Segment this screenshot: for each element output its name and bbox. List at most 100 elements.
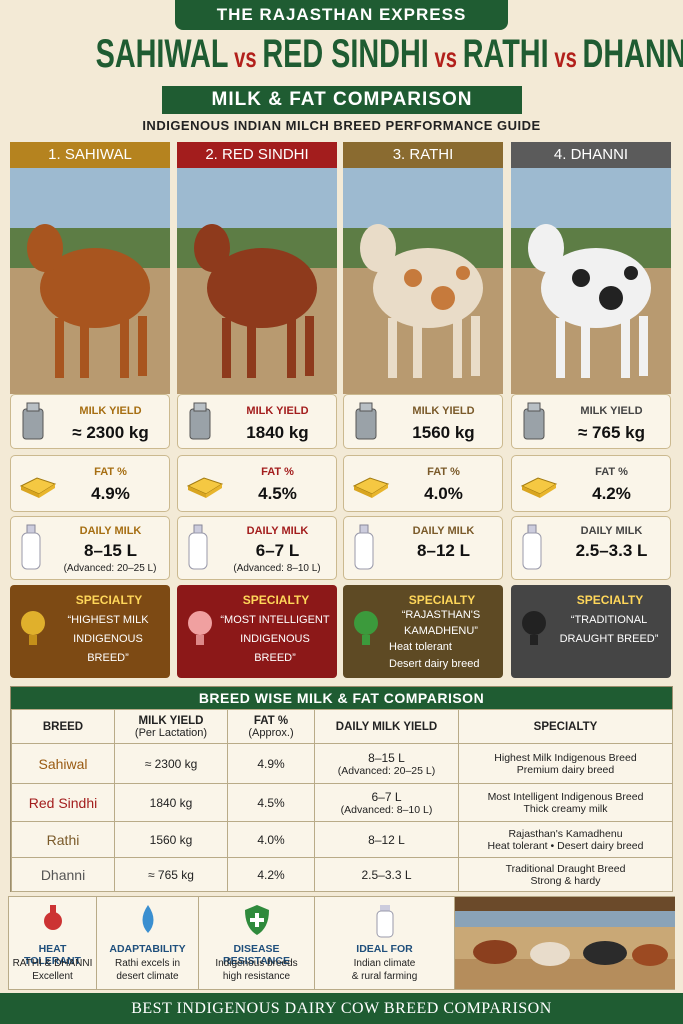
table-cell: ≈ 765 kg	[114, 857, 228, 892]
specialty-icon	[18, 605, 48, 654]
breed-card: 3. RATHI MILK YIELD 1560 kg FAT % 4.0% DAILY …	[343, 142, 503, 678]
cell-text: 1560 kg	[149, 832, 193, 847]
specialty-label: SPECIALTY	[75, 593, 143, 607]
cell-text: Traditional Draught Breed	[505, 862, 626, 875]
header-cell: MILK YIELD (Per Lactation)	[114, 709, 228, 744]
photo-art	[511, 168, 671, 394]
icon	[19, 401, 47, 448]
title-part: vs	[234, 42, 257, 73]
specialty-text: “HIGHEST MILK INDIGENOUS BREED”	[67, 614, 149, 664]
daily-label: DAILY MILK	[79, 525, 142, 537]
daily-value: 8–12 L	[417, 541, 470, 560]
daily-box: DAILY MILK 8–15 L (Advanced: 20–25 L)	[10, 516, 170, 580]
feature-line: Excellent	[32, 971, 73, 982]
header-text: FAT %	[253, 714, 289, 727]
daily-box: DAILY MILK 8–12 L	[343, 516, 503, 580]
specialty: SPECIALTY “MOST INTELLIGENT INDIGENOUS BR…	[177, 585, 337, 678]
specialty-bullet: Desert dairy breed	[389, 658, 480, 670]
daily-note: (Advanced: 8–10 L)	[233, 563, 321, 574]
daily-label: DAILY MILK	[246, 525, 309, 537]
icon	[352, 468, 390, 503]
header-cell: SPECIALTY	[458, 709, 673, 744]
card-heading: 1. SAHIWAL	[10, 142, 170, 168]
daily-label: DAILY MILK	[412, 525, 475, 537]
icon	[186, 468, 224, 503]
card-heading: 3. RATHI	[343, 142, 503, 168]
cell-text: (Advanced: 20–25 L)	[337, 764, 436, 777]
cell-text: Highest Milk Indigenous Breed	[494, 751, 637, 764]
icon	[19, 523, 43, 576]
breed-card: 4. DHANNI MILK YIELD ≈ 765 kg FAT % 4.2% DAIL…	[511, 142, 671, 678]
table-cell: Dhanni	[11, 857, 115, 892]
feature-title: HEAT TOLERANT	[24, 943, 81, 967]
table-cell: 4.5%	[227, 783, 315, 822]
breed-card: 1. SAHIWAL MILK YIELD ≈ 2300 kg FAT % 4.9% DA…	[10, 142, 170, 678]
feature-line: Indigenous breeds	[215, 958, 298, 969]
table-cell: Rathi	[11, 821, 115, 858]
table-cell: Red Sindhi	[11, 783, 115, 822]
title-part: RED SINDHI	[262, 32, 429, 76]
milk-box: MILK YIELD ≈ 765 kg	[511, 394, 671, 449]
feature-line: RATHI & DHANNI	[12, 958, 93, 969]
fat-box: FAT % 4.0%	[343, 455, 503, 512]
breed-photo	[511, 168, 671, 394]
milk-value: ≈ 765 kg	[578, 423, 645, 442]
fat-value: 4.2%	[592, 484, 631, 503]
photo-art	[343, 168, 503, 394]
milk-value: 1560 kg	[412, 423, 475, 442]
milk-label: MILK YIELD	[79, 405, 142, 417]
table-row: Dhanni ≈ 765 kg 4.2% 2.5–3.3 L Traditional D…	[11, 857, 673, 892]
table-cell: 8–15 L (Advanced: 20–25 L)	[314, 743, 459, 784]
fat-box: FAT % 4.5%	[177, 455, 337, 512]
specialty-bullet: Heat tolerant	[389, 641, 452, 653]
milk-box: MILK YIELD 1560 kg	[343, 394, 503, 449]
cell-text: Sahiwal	[38, 755, 88, 772]
icon	[186, 523, 210, 576]
feature-title: DISEASE RESISTANCE	[223, 943, 290, 967]
fat-value: 4.5%	[258, 484, 297, 503]
cell-text: 8–12 L	[368, 832, 405, 847]
icon	[520, 468, 558, 503]
cell-text: Thick creamy milk	[523, 802, 608, 815]
brand: THE RAJASTHAN EXPRESS	[175, 0, 508, 30]
tagline: INDIGENOUS INDIAN MILCH BREED PERFORMANC…	[142, 118, 541, 133]
daily-note: (Advanced: 20–25 L)	[63, 563, 157, 574]
card-heading: 2. RED SINDHI	[177, 142, 337, 168]
table-cell: 1840 kg	[114, 783, 228, 822]
feature-icon	[370, 903, 400, 944]
fat-value: 4.0%	[424, 484, 463, 503]
specialty-label: SPECIALTY	[408, 593, 476, 607]
table-cell: Most Intelligent Indigenous Breed Thick c…	[458, 783, 673, 822]
icon	[520, 401, 548, 448]
milk-box: MILK YIELD ≈ 2300 kg	[10, 394, 170, 449]
subtitle: MILK & FAT COMPARISON	[162, 86, 522, 114]
fat-box: FAT % 4.9%	[10, 455, 170, 512]
table-cell: 6–7 L (Advanced: 8–10 L)	[314, 783, 459, 822]
card-heading: 4. DHANNI	[511, 142, 671, 168]
table-cell: 4.2%	[227, 857, 315, 892]
table-title: BREED WISE MILK & FAT COMPARISON	[11, 687, 672, 709]
feature: IDEAL FOR Indian climate & rural farming	[315, 897, 455, 989]
icon	[186, 401, 214, 448]
feature-line: Indian climate	[353, 958, 416, 969]
cell-text: (Advanced: 8–10 L)	[340, 803, 433, 816]
header-text: (Per Lactation)	[134, 726, 208, 739]
header-text: MILK YIELD	[138, 714, 204, 727]
header-text: (Approx.)	[248, 726, 294, 739]
breed-photo	[177, 168, 337, 394]
fat-box: FAT % 4.2%	[511, 455, 671, 512]
fat-label: FAT %	[427, 466, 460, 478]
daily-value: 6–7 L	[255, 541, 300, 560]
table-cell: 4.9%	[227, 743, 315, 784]
table-row: Rathi 1560 kg 4.0% 8–12 L Rajasthan's Kamadh…	[11, 821, 673, 858]
cell-text: 6–7 L	[371, 789, 402, 804]
feature-icon	[242, 903, 272, 944]
feature: DISEASE RESISTANCE Indigenous breeds high …	[199, 897, 315, 989]
icon	[352, 523, 376, 576]
feature: HEAT TOLERANT RATHI & DHANNI Excellent	[9, 897, 97, 989]
table-cell: 8–12 L	[314, 821, 459, 858]
table-cell: Rajasthan's Kamadhenu Heat tolerant • Des…	[458, 821, 673, 858]
table: BREED MILK YIELD (Per Lactation) FAT % (Appr…	[11, 709, 673, 892]
milk-label: MILK YIELD	[412, 405, 475, 417]
